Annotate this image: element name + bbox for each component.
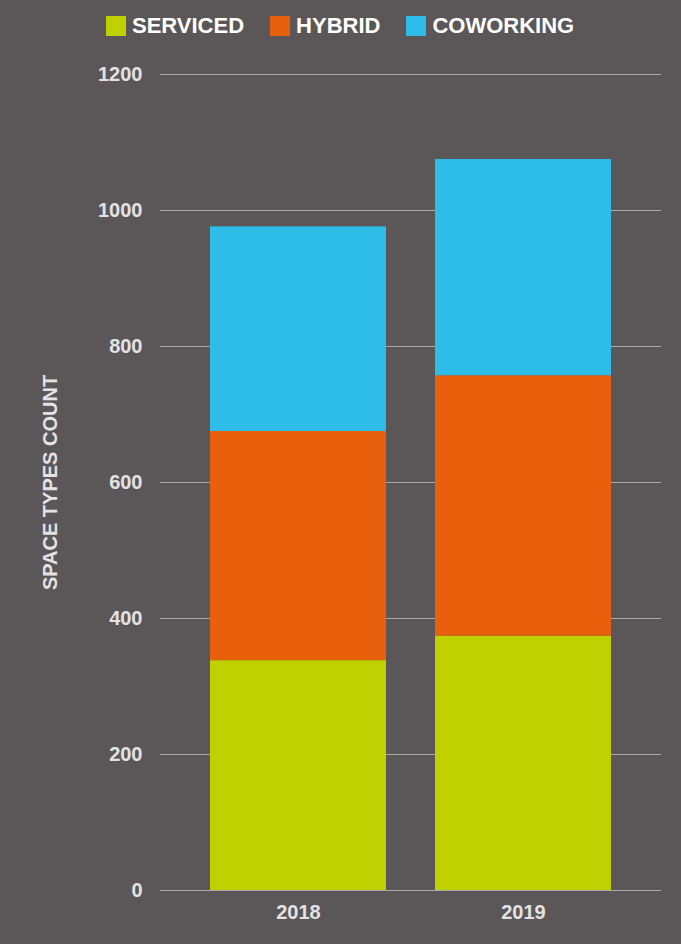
html-text:SERVICED: SERVICED — [132, 13, 245, 38]
svg-text:1000: 1000 — [98, 199, 143, 221]
svg-text:1200: 1200 — [98, 63, 143, 85]
svg-text:400: 400 — [109, 607, 142, 629]
svg-text:800: 800 — [109, 335, 142, 357]
svg-text:2019: 2019 — [501, 901, 546, 923]
svg-text:200: 200 — [109, 743, 142, 765]
html-text:HYBRID: HYBRID — [296, 13, 381, 38]
svg-text:600: 600 — [109, 471, 142, 493]
html-text:COWORKING: COWORKING — [432, 13, 575, 38]
svg-text:2018: 2018 — [276, 901, 321, 923]
svg-text:0: 0 — [131, 879, 142, 901]
svg-text:SPACE TYPES COUNT: SPACE TYPES COUNT — [39, 375, 61, 590]
